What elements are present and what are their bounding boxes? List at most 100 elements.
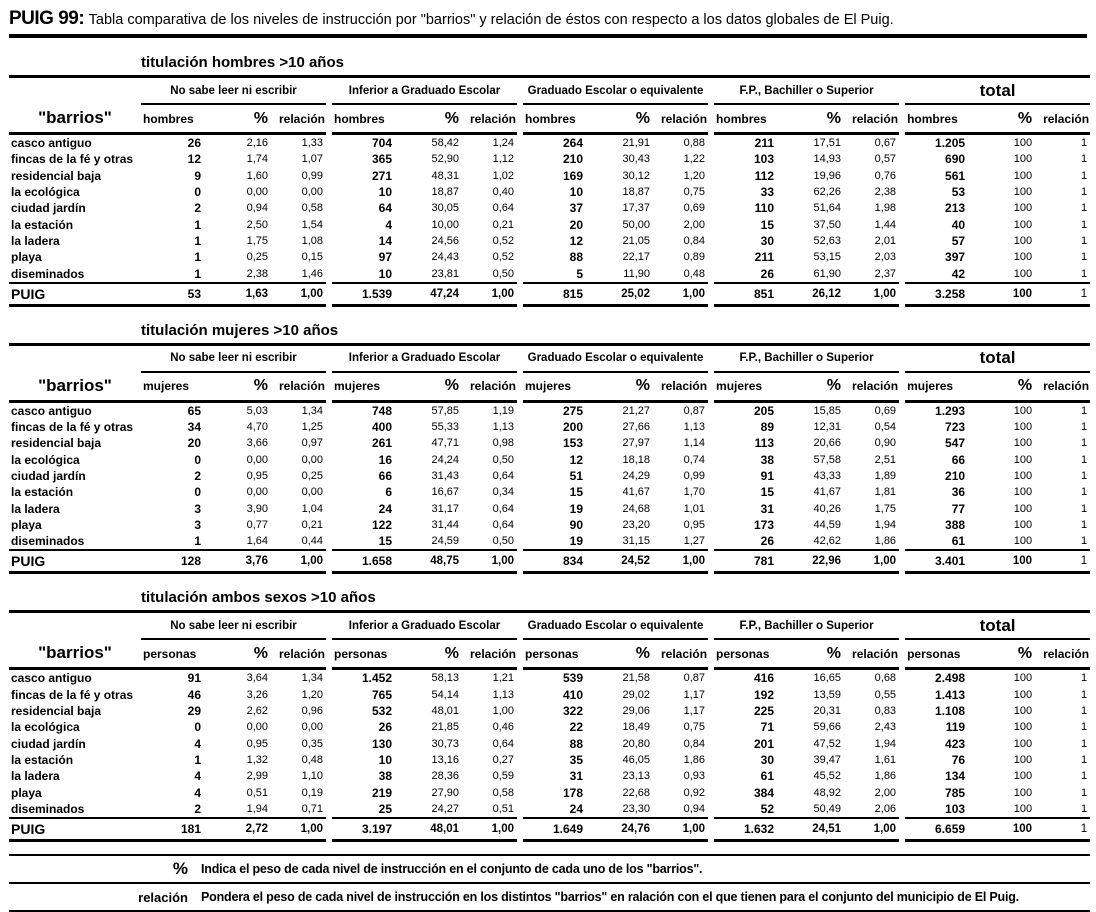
cell-count: 6.659 [905,817,986,842]
cell-relacion: 1,00 [658,817,709,842]
row-label: la estación [11,485,74,500]
total-row-puig: PUIG 53 1,63 1,00 1.539 47,24 1,00 815 25,02 1,00… [9,281,1091,307]
cell-percent: 47,52 [813,737,842,750]
cell-count: 1.452 [361,671,392,686]
cell-relacion: 0,96 [301,705,323,718]
cell-percent: 28,36 [431,770,459,783]
cell-count: 4 [194,736,201,751]
cell-relacion: 0,00 [301,721,323,734]
data-table: No sabe leer ni escribir Inferior a Gradu… [9,342,1091,575]
table-row: fincas de la fé y otras 34 4,70 1,25 400 55,3… [9,419,1090,435]
cell-count: 781 [714,549,795,575]
cell-count: 0 [194,720,201,735]
group-header-1: No sabe leer ni escribir [141,344,326,373]
cell-relacion: 0,95 [683,518,706,531]
cell-percent: 46,05 [622,753,651,766]
cell-percent: 18,87 [431,186,459,199]
cell-percent: 39,47 [813,753,842,766]
cell-count: 704 [371,136,392,151]
row-label: diseminados [11,534,85,549]
cell-relacion: 1 [1080,453,1088,466]
cell-relacion: 0,89 [683,251,706,264]
cell-percent: 21,85 [431,721,459,734]
cell-relacion: 1,86 [683,753,706,766]
cell-percent: 100 [1013,153,1033,166]
cell-percent: 1,75 [246,234,268,247]
table-row: la ecológica 0 0,00 0,00 10 18,87 0,40 10 18,87 0… [9,184,1090,200]
cell-percent: 24,29 [622,470,651,482]
cell-percent: 22,96 [794,549,850,575]
table-row: la ecológica 0 0,00 0,00 26 21,85 0,46 22 18,49 0… [9,719,1090,735]
cell-percent: 0,00 [246,453,268,466]
cell-percent: 54,14 [431,688,459,701]
table-row: residencial baja 29 2,62 0,96 532 48,01 1,00 32… [9,703,1090,719]
cell-count: 1 [194,534,201,549]
column-header-percent: % [794,104,850,135]
cell-relacion: 1 [1080,218,1088,231]
cell-count: 53 [951,185,966,200]
cell-count: 211 [754,136,775,151]
cell-count: 16 [378,452,392,467]
cell-relacion: 1,17 [683,688,706,701]
column-header-count: hombres [905,104,986,135]
cell-percent: 3,90 [246,502,268,515]
column-header-count: hombres [141,104,221,135]
column-header-count: personas [714,639,795,671]
cell-count: 178 [562,785,584,800]
cell-count: 66 [378,469,392,483]
cell-percent: 13,59 [813,688,842,701]
cell-relacion: 1 [1080,437,1088,450]
cell-relacion: 1,10 [301,770,323,783]
cell-percent: 30,73 [431,737,459,750]
cell-percent: 0,95 [246,737,268,750]
cell-count: 1.205 [935,136,966,151]
group-header-4: F.P., Bachiller o Superior [714,611,900,641]
cell-count: 532 [371,704,392,719]
cell-percent: 100 [1013,437,1033,450]
cell-relacion: 0,51 [492,802,515,815]
cell-relacion: 0,52 [492,234,515,247]
cell-count: 15 [760,217,775,232]
cell-count: 271 [371,168,392,183]
cell-percent: 100 [985,817,1041,842]
cell-relacion: 0,97 [301,437,323,450]
cell-count: 22 [569,720,584,735]
section-title: titulación hombres >10 años [141,54,344,71]
cell-count: 410 [562,687,584,702]
cell-percent: 12,31 [813,421,842,434]
cell-relacion: 0,64 [492,518,515,531]
cell-relacion: 1 [1040,281,1091,307]
column-header-row: "barrios" personas% relación personas% relac… [9,639,1091,671]
cell-percent: 0,00 [246,721,268,734]
column-header-relacion: relación [467,371,518,403]
cell-percent: 48,01 [431,705,459,718]
row-label: la estación [11,752,74,767]
cell-count: 384 [754,785,775,800]
cell-count: 561 [945,168,966,183]
cell-count: 4 [194,769,201,784]
cell-count: 5 [576,266,584,281]
cell-relacion: 0,75 [683,186,706,199]
table-row: playa 3 0,77 0,21 122 31,44 0,64 90 23,20 0,95 173… [9,517,1090,533]
cell-relacion: 0,48 [683,267,706,280]
cell-percent: 0,77 [246,518,268,531]
cell-percent: 62,26 [813,186,842,199]
row-label: fincas de la fé y otras [11,687,134,702]
cell-count: 275 [562,403,584,418]
group-header-3: Graduado Escolar o equivalente [523,76,709,105]
row-label: diseminados [11,801,85,816]
cell-percent: 41,67 [813,486,842,499]
cell-relacion: 1 [1080,404,1088,417]
row-label: residencial baja [11,168,102,183]
cell-count: 200 [562,420,584,435]
cell-percent: 24,52 [603,549,659,575]
cell-relacion: 0,90 [874,437,897,450]
cell-count: 130 [371,736,392,751]
cell-relacion: 0,40 [492,186,515,199]
cell-relacion: 1,00 [658,281,709,307]
cell-percent: 100 [1013,737,1033,750]
barrios-header: "barrios" [9,104,141,135]
cell-relacion: 2,06 [874,802,897,815]
column-header-relacion: relación [658,371,709,403]
cell-relacion: 1 [1080,502,1088,515]
